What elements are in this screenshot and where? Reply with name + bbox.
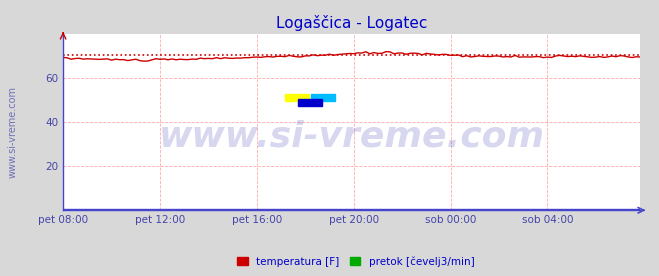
Text: www.si-vreme.com: www.si-vreme.com bbox=[159, 119, 545, 153]
Legend: temperatura [F], pretok [čevelj3/min]: temperatura [F], pretok [čevelj3/min] bbox=[233, 252, 478, 271]
Text: www.si-vreme.com: www.si-vreme.com bbox=[8, 86, 18, 179]
Bar bbox=[311, 94, 335, 101]
Bar bbox=[285, 94, 308, 101]
Title: Logaščica - Logatec: Logaščica - Logatec bbox=[276, 15, 427, 31]
Bar bbox=[299, 99, 322, 106]
